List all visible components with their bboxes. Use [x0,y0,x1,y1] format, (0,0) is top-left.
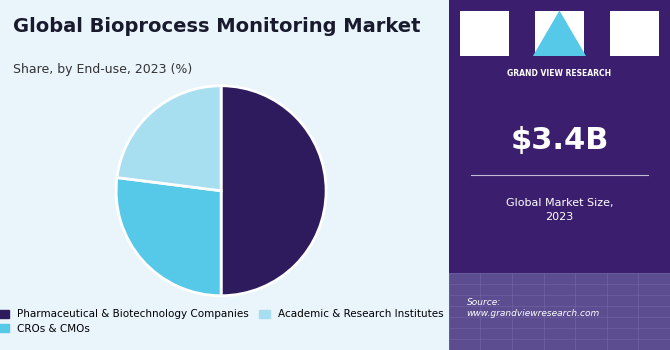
FancyBboxPatch shape [449,0,670,350]
Text: Global Bioprocess Monitoring Market: Global Bioprocess Monitoring Market [13,18,421,36]
Bar [535,10,584,56]
Text: GRAND VIEW RESEARCH: GRAND VIEW RESEARCH [507,69,612,78]
FancyBboxPatch shape [449,273,670,350]
Bar [460,10,509,56]
Wedge shape [116,177,221,296]
Polygon shape [533,10,586,56]
Wedge shape [221,86,326,296]
Text: Share, by End-use, 2023 (%): Share, by End-use, 2023 (%) [13,63,193,76]
Wedge shape [117,86,221,191]
Text: Source:
www.grandviewresearch.com: Source: www.grandviewresearch.com [466,298,600,318]
Text: Global Market Size,
2023: Global Market Size, 2023 [506,198,613,222]
Legend: Pharmaceutical & Biotechnology Companies, CROs & CMOs, Academic & Research Insti: Pharmaceutical & Biotechnology Companies… [0,305,448,338]
Bar [610,10,659,56]
Text: $3.4B: $3.4B [511,126,608,154]
